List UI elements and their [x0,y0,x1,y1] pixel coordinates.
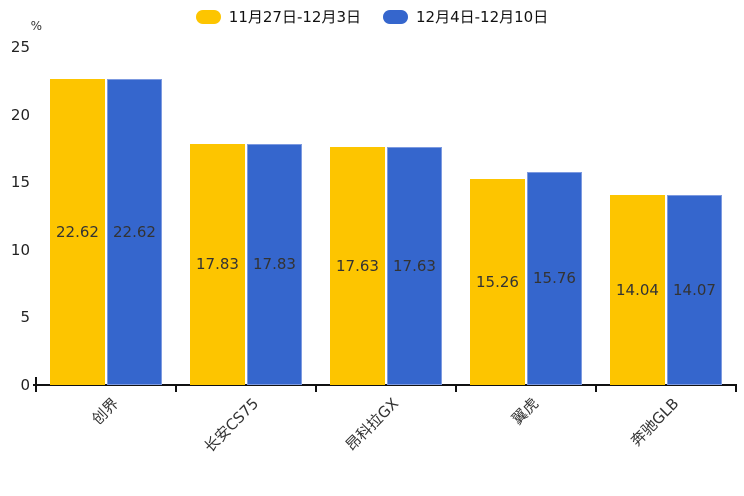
bar-value-label: 15.76 [533,269,576,288]
y-axis-tick-label: 20 [10,105,30,124]
bar-value-label: 15.26 [476,272,519,291]
bar-week1-2[interactable]: 17.83 [190,143,245,385]
bar-week1-5[interactable]: 14.04 [610,195,665,385]
bar-week2-1[interactable]: 22.62 [107,79,162,385]
axis-origin-stub [35,377,37,385]
bar-week1-1[interactable]: 22.62 [50,79,105,385]
bar-week1-4[interactable]: 15.26 [470,178,525,385]
y-axis-tick-label: 25 [10,38,30,56]
x-axis-tick [175,386,177,392]
legend-swatch-week2 [383,9,408,24]
x-axis-tick [735,386,737,392]
bar-value-label: 22.62 [113,223,156,242]
legend: 11月27日-12月3日 12月4日-12月10日 [0,6,744,27]
x-axis-category-label: 长安CS75 [200,394,263,456]
legend-label-week1: 11月27日-12月3日 [228,8,361,26]
x-axis-category-label: 昂科拉GX [342,394,403,455]
x-axis-category-label: 创界 [88,394,123,429]
y-axis-tick-label: 5 [20,308,30,327]
bar-week2-2[interactable]: 17.83 [247,143,302,385]
legend-swatch-week1 [195,9,221,24]
x-axis-category-label: 翼虎 [508,394,543,429]
x-axis-tick [35,386,37,392]
bar-value-label: 17.63 [336,256,379,275]
legend-item-week2[interactable]: 12月4日-12月10日 [383,6,548,27]
bar-week2-4[interactable]: 15.76 [527,171,582,385]
bar-value-label: 14.07 [673,280,716,299]
legend-item-week1[interactable]: 11月27日-12月3日 [195,6,361,27]
legend-label-week2: 12月4日-12月10日 [416,8,549,26]
bar-value-label: 14.04 [616,281,659,300]
y-axis-tick-label: 0 [20,376,30,394]
bar-week1-3[interactable]: 17.63 [330,146,385,385]
y-axis-tick-label: 10 [10,240,30,259]
y-axis-tick-label: 15 [10,173,30,192]
x-axis-tick [595,386,597,392]
bar-value-label: 17.83 [196,255,239,274]
bar-value-label: 22.62 [56,223,99,242]
x-axis-category-label: 奔驰GLB [626,394,683,450]
x-axis-line [33,384,737,386]
bar-week2-3[interactable]: 17.63 [387,146,442,385]
bar-value-label: 17.63 [393,256,436,275]
x-axis-tick [455,386,457,392]
bar-value-label: 17.83 [253,255,296,274]
x-axis-tick [315,386,317,392]
y-axis-unit-label: % [30,19,42,33]
bar-week2-5[interactable]: 14.07 [667,194,722,385]
